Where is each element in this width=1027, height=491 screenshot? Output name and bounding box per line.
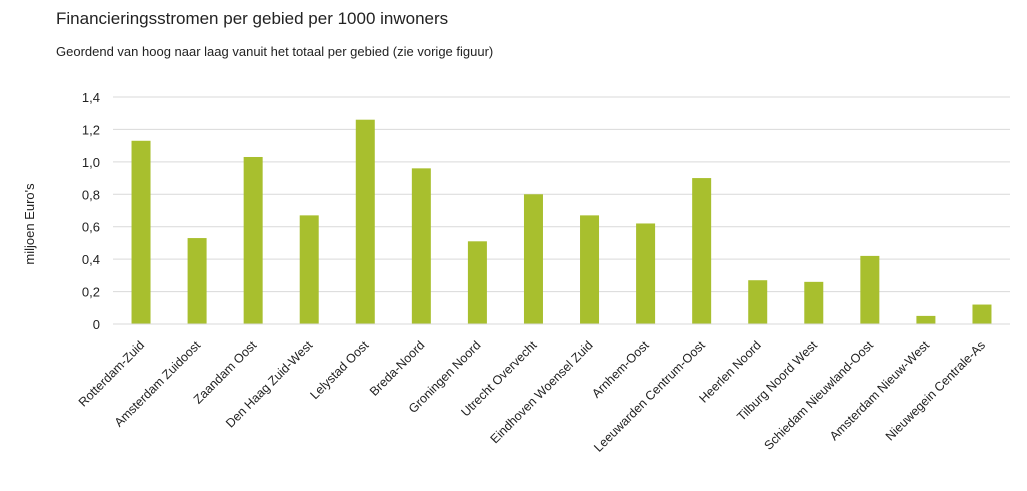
x-tick-label: Eindhoven Woensel Zuid <box>488 338 596 446</box>
y-tick-label: 0,2 <box>82 285 100 300</box>
x-tick-label: Arnhem-Oost <box>589 338 652 401</box>
y-tick-label: 1,4 <box>82 90 100 105</box>
bar <box>467 241 487 324</box>
y-tick-label: 1,0 <box>82 155 100 170</box>
y-tick-label: 0,8 <box>82 187 100 202</box>
bar <box>636 223 656 324</box>
bar <box>243 156 263 324</box>
chart-title: Financieringsstromen per gebied per 1000… <box>56 9 449 28</box>
bar <box>804 281 824 324</box>
y-tick-label: 0 <box>93 317 100 332</box>
x-tick-label: Lelystad Oost <box>307 338 371 402</box>
y-tick-label: 0,4 <box>82 252 100 267</box>
x-tick-label: Breda-Noord <box>367 338 428 399</box>
bars <box>131 119 992 324</box>
bar <box>523 194 543 324</box>
bar <box>411 168 431 324</box>
x-tick-label: Leeuwarden Centrum-Oost <box>591 338 708 455</box>
x-tick-label: Amsterdam Nieuw-West <box>827 338 932 443</box>
y-axis-label: miljoen Euro's <box>22 183 37 265</box>
bar <box>916 315 936 324</box>
y-tick-label: 1,2 <box>82 122 100 137</box>
bar <box>299 215 319 324</box>
bar <box>860 255 880 324</box>
y-axis-tick-labels: 0 0,2 0,4 0,6 0,8 1,0 1,2 1,4 <box>82 90 100 332</box>
bar <box>131 140 151 324</box>
bar <box>355 119 375 324</box>
y-tick-label: 0,6 <box>82 220 100 235</box>
bar <box>580 215 600 324</box>
chart-subtitle: Geordend van hoog naar laag vanuit het t… <box>56 44 494 59</box>
bar <box>748 280 768 324</box>
bar <box>187 238 207 324</box>
x-tick-label: Nieuwegein Centrale-As <box>883 338 988 443</box>
bar <box>692 178 712 324</box>
x-tick-label: Schiedam Nieuwland-Oost <box>761 338 876 453</box>
bar <box>972 304 992 324</box>
